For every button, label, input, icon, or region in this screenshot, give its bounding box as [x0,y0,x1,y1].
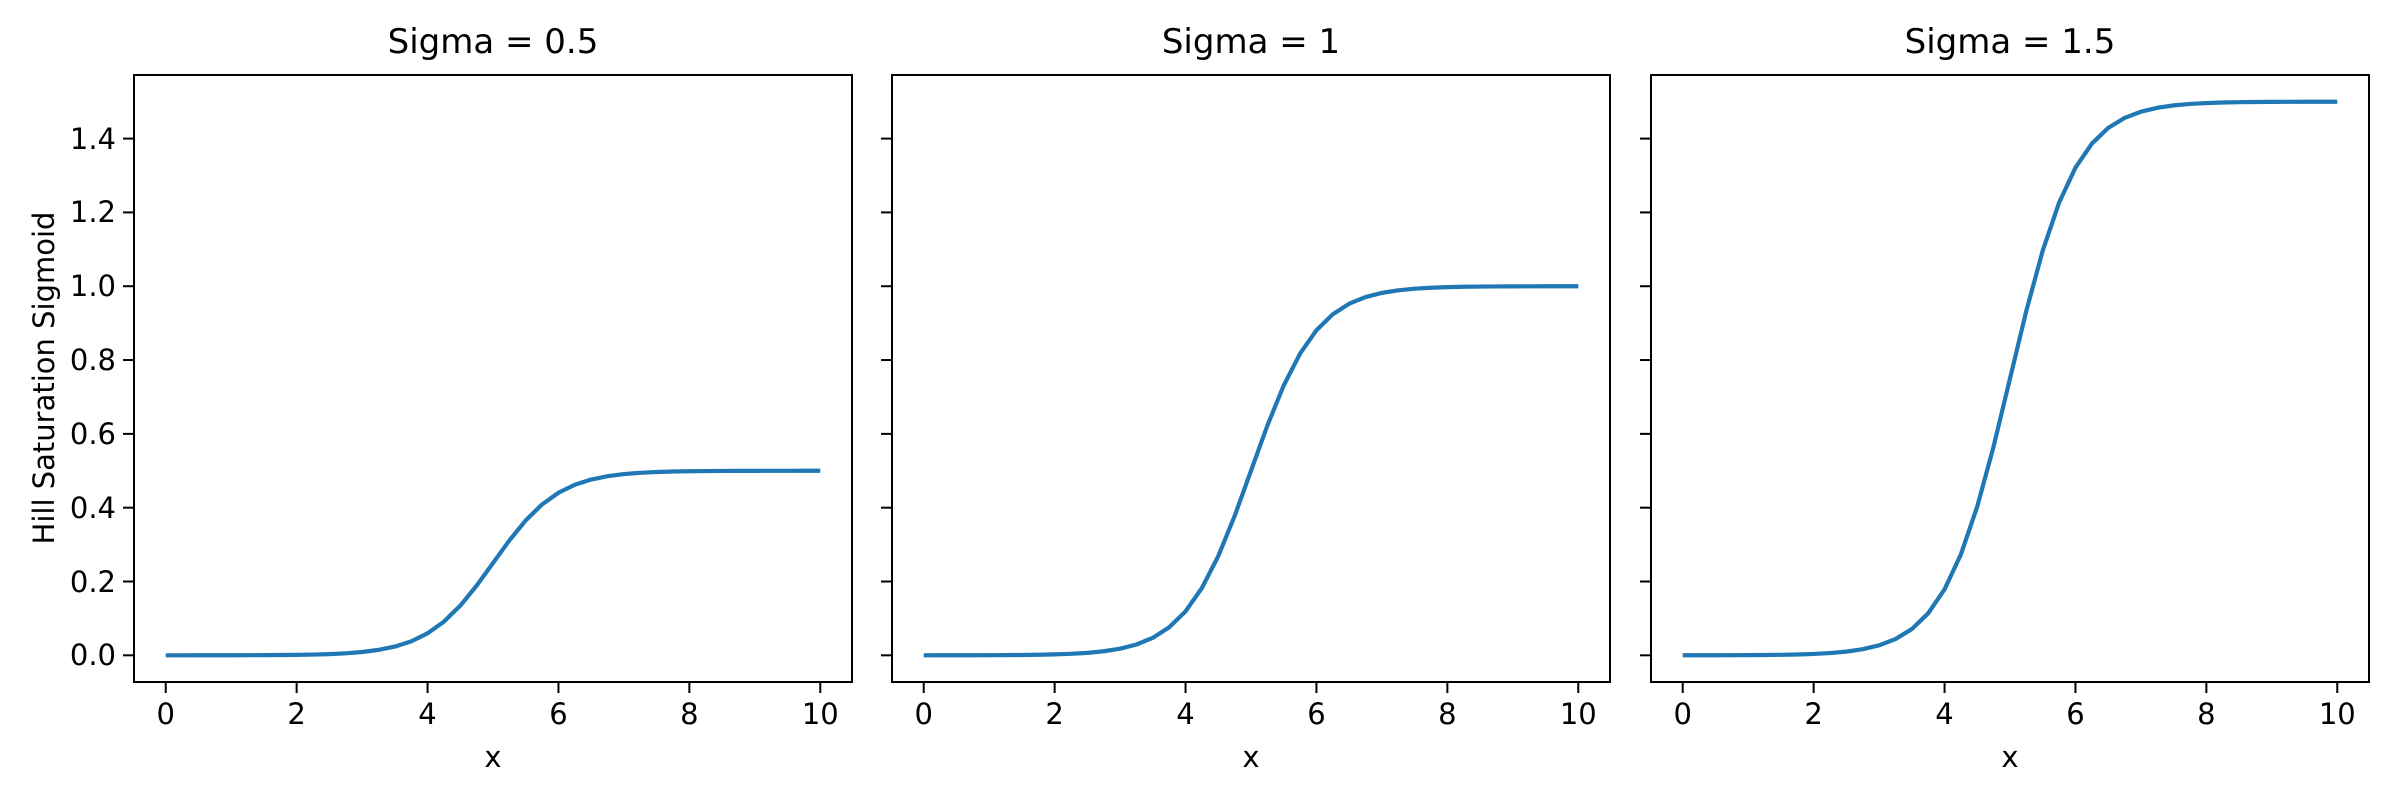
x-tick-label: 2 [287,697,306,731]
y-tick-label: 1.2 [69,195,116,230]
x-tick-label: 4 [1935,697,1954,731]
axes-spines [133,74,853,683]
y-tick-label: 0.6 [69,416,116,451]
axes-spines [1650,74,2370,683]
y-tick-label: 0.2 [69,564,116,599]
x-tick-label: 8 [2197,697,2216,731]
x-tick-label: 8 [1438,697,1457,731]
y-tick-label: 1.0 [69,269,116,304]
x-axis-label-subplot-3: x [2001,740,2019,774]
sigmoid-curve [165,468,821,658]
sigmoid-curve [1682,99,2338,658]
x-tick-label: 4 [418,697,437,731]
sigmoid-curve [923,284,1579,658]
x-tick-label: 8 [680,697,699,731]
subplot-title-sigma-1: Sigma = 1 [1161,22,1341,62]
x-tick-label: 0 [914,697,933,731]
x-tick-label: 0 [156,697,175,731]
x-axis-label-subplot-1: x [484,740,502,774]
x-tick-label: 4 [1176,697,1195,731]
y-tick-label: 0.0 [69,638,116,673]
subplot-title-sigma-0-5: Sigma = 0.5 [387,22,599,62]
x-tick-label: 6 [549,697,568,731]
x-tick-label: 6 [1307,697,1326,731]
y-tick-label: 0.4 [69,490,116,525]
x-axis-label-subplot-2: x [1242,740,1260,774]
x-tick-label: 6 [2066,697,2085,731]
x-tick-label: 2 [1804,697,1823,731]
x-tick-label: 0 [1673,697,1692,731]
y-tick-label: 1.4 [69,121,116,156]
x-tick-label: 2 [1045,697,1064,731]
axes-spines [891,74,1611,683]
x-tick-label: 10 [801,697,839,731]
subplot-title-sigma-1-5: Sigma = 1.5 [1904,22,2116,62]
x-tick-label: 10 [1559,697,1597,731]
y-tick-label: 0.8 [69,343,116,378]
x-tick-label: 10 [2318,697,2356,731]
